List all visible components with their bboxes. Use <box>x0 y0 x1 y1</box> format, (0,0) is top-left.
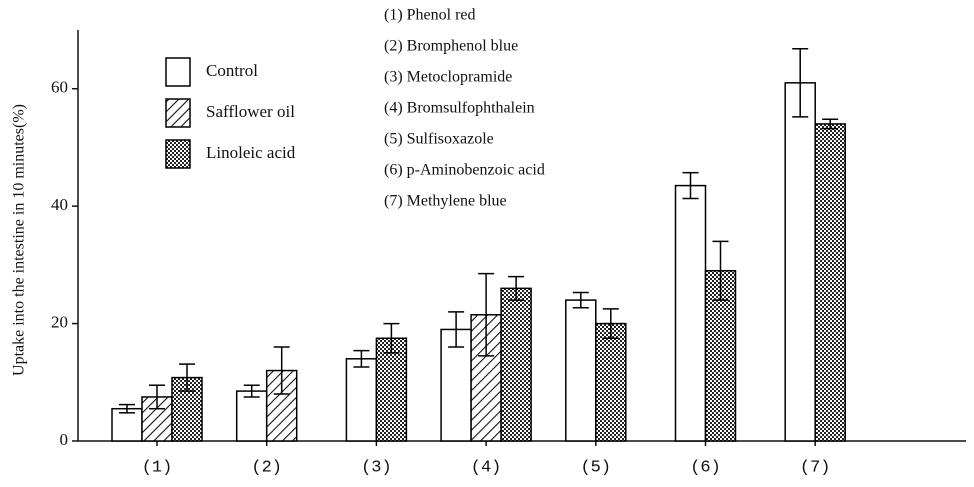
legend-label: Linoleic acid <box>206 143 296 162</box>
legend-label: Safflower oil <box>206 102 295 121</box>
bar <box>814 123 846 442</box>
annotation: (3) Metoclopramide <box>384 69 512 86</box>
bar <box>235 390 268 442</box>
error-bar <box>353 349 370 368</box>
annotation: (1) Phenol red <box>384 7 476 24</box>
legend-swatch <box>165 57 191 87</box>
bar <box>674 184 707 442</box>
x-tick-label: (7) <box>800 458 831 477</box>
y-axis-label: Uptake into the intestine in 10 minutes(… <box>11 104 28 376</box>
error-bar <box>822 118 839 130</box>
error-bar <box>179 363 195 392</box>
legend-label: Control <box>206 61 258 80</box>
bar <box>265 369 298 442</box>
error-bar <box>572 291 589 309</box>
bar <box>784 82 816 442</box>
y-tick-label: 40 <box>51 195 68 214</box>
annotation: (2) Bromphenol blue <box>384 38 518 55</box>
x-tick-label: (4) <box>471 458 502 477</box>
x-tick-label: (5) <box>580 458 611 477</box>
error-bar <box>508 275 525 301</box>
legend-swatch <box>165 139 191 169</box>
error-bar <box>383 322 400 354</box>
x-tick-label: (1) <box>142 458 173 477</box>
bar <box>375 337 408 442</box>
bar <box>565 299 597 442</box>
y-tick-label: 60 <box>51 78 68 97</box>
error-bar <box>273 346 290 395</box>
annotation: (5) Sulfisoxazole <box>384 131 494 148</box>
error-bar <box>712 240 729 301</box>
annotation: (6) p-Aminobenzoic acid <box>384 162 545 179</box>
x-tick-label: (2) <box>251 458 282 477</box>
legend-swatch <box>165 98 191 128</box>
y-tick-label: 20 <box>51 312 68 331</box>
annotation: (4) Bromsulfophthalein <box>384 100 535 117</box>
error-bar <box>682 171 699 200</box>
error-bar <box>792 48 809 118</box>
x-tick-label: (6) <box>690 458 721 477</box>
bar <box>111 407 143 442</box>
error-bar <box>149 384 165 410</box>
error-bar <box>448 311 465 348</box>
bar <box>500 287 532 442</box>
bar <box>345 358 378 442</box>
error-bar <box>478 272 495 357</box>
x-tick-label: (3) <box>361 458 392 477</box>
annotation: (7) Methylene blue <box>384 193 507 210</box>
error-bar <box>243 384 260 398</box>
y-tick-label: 0 <box>60 430 69 449</box>
bar <box>595 322 627 442</box>
error-bar <box>119 403 135 414</box>
error-bar <box>602 308 619 339</box>
